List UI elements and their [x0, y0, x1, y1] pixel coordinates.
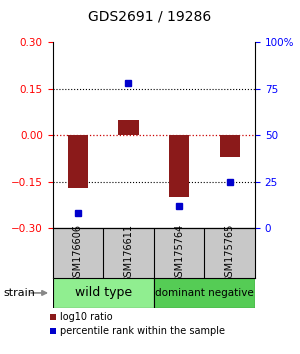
Text: strain: strain [3, 288, 35, 298]
Text: wild type: wild type [75, 286, 132, 299]
Text: log10 ratio: log10 ratio [60, 312, 112, 322]
Text: GSM176606: GSM176606 [73, 224, 83, 282]
Bar [52, 278, 154, 308]
Text: GDS2691 / 19286: GDS2691 / 19286 [88, 9, 212, 23]
Text: dominant negative: dominant negative [155, 288, 254, 298]
Text: GSM176611: GSM176611 [123, 224, 134, 282]
Bar [50, 314, 56, 320]
Text: percentile rank within the sample: percentile rank within the sample [60, 326, 225, 336]
Bar [220, 136, 240, 157]
Bar [169, 136, 189, 198]
Bar [118, 120, 139, 136]
Bar [68, 136, 88, 188]
Bar [154, 278, 255, 308]
Text: GSM175765: GSM175765 [225, 223, 235, 283]
Text: GSM175764: GSM175764 [174, 223, 184, 283]
Bar [50, 329, 56, 334]
